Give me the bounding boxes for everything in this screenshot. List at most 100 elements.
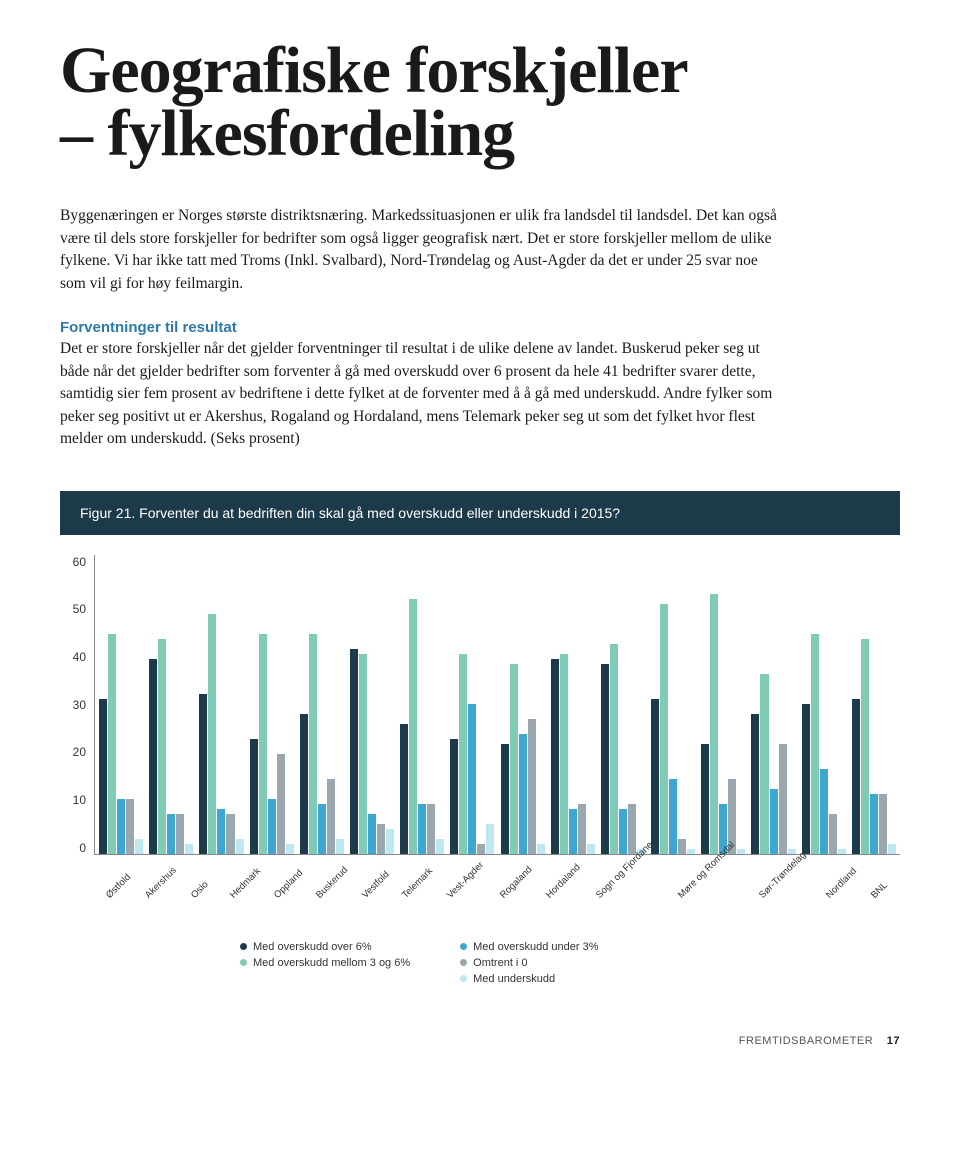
- plot-area: [94, 555, 900, 855]
- bar: [158, 639, 166, 853]
- bar: [528, 719, 536, 854]
- bar: [377, 824, 385, 854]
- legend-item: Med overskudd over 6%: [240, 941, 410, 953]
- page-title: Geografiske forskjeller – fylkesfordelin…: [60, 40, 900, 165]
- bar: [99, 699, 107, 853]
- bar: [199, 694, 207, 853]
- bar: [126, 799, 134, 854]
- bar: [236, 839, 244, 854]
- bar: [820, 769, 828, 854]
- legend-label: Med overskudd mellom 3 og 6%: [253, 957, 410, 969]
- bar: [286, 844, 294, 854]
- section-heading: Forventninger til resultat: [60, 319, 900, 336]
- bar: [135, 839, 143, 854]
- body-paragraph: Det er store forskjeller når det gjelder…: [60, 338, 780, 450]
- legend-label: Omtrent i 0: [473, 957, 527, 969]
- legend-swatch: [240, 959, 247, 966]
- bar: [450, 739, 458, 854]
- y-tick: 50: [73, 602, 86, 616]
- category-group: [300, 555, 344, 854]
- bar: [651, 699, 659, 853]
- category-group: [99, 555, 143, 854]
- bar: [701, 744, 709, 854]
- bar: [350, 649, 358, 853]
- bar: [167, 814, 175, 854]
- y-axis: 6050403020100: [60, 555, 94, 855]
- page-number: 17: [887, 1035, 900, 1047]
- bar: [861, 639, 869, 853]
- intro-paragraph: Byggenæringen er Norges største distrikt…: [60, 205, 780, 295]
- bar: [510, 664, 518, 853]
- bar: [185, 844, 193, 854]
- bar: [436, 839, 444, 854]
- y-tick: 40: [73, 650, 86, 664]
- bar: [660, 604, 668, 853]
- bar: [300, 714, 308, 854]
- bar: [852, 699, 860, 853]
- category-group: [651, 555, 695, 854]
- category-group: [802, 555, 846, 854]
- category-group: [400, 555, 444, 854]
- bar: [277, 754, 285, 854]
- bar: [427, 804, 435, 854]
- bar: [802, 704, 810, 854]
- category-group: [751, 555, 795, 854]
- bar: [268, 799, 276, 854]
- bar: [788, 849, 796, 854]
- page-footer: FREMTIDSBAROMETER 17: [60, 1035, 900, 1047]
- legend-item: Med overskudd mellom 3 og 6%: [240, 957, 410, 969]
- bar: [336, 839, 344, 854]
- bar: [870, 794, 878, 854]
- bar: [459, 654, 467, 853]
- bar: [318, 804, 326, 854]
- category-group: [551, 555, 595, 854]
- bar: [418, 804, 426, 854]
- legend-swatch: [240, 943, 247, 950]
- bar: [601, 664, 609, 853]
- bar: [770, 789, 778, 854]
- legend-item: Omtrent i 0: [460, 957, 598, 969]
- bar: [779, 744, 787, 854]
- category-group: [149, 555, 193, 854]
- category-group: [350, 555, 394, 854]
- bar: [811, 634, 819, 853]
- bar: [208, 614, 216, 853]
- bar: [628, 804, 636, 854]
- bar: [829, 814, 837, 854]
- figure-caption-bar: Figur 21. Forventer du at bedriften din …: [60, 491, 900, 535]
- bar: [386, 829, 394, 854]
- y-tick: 20: [73, 745, 86, 759]
- bar: [176, 814, 184, 854]
- category-group: [501, 555, 545, 854]
- x-label: BNL: [869, 869, 935, 935]
- y-tick: 0: [79, 841, 86, 855]
- bar: [149, 659, 157, 853]
- bar: [569, 809, 577, 854]
- bar: [477, 844, 485, 854]
- bar: [551, 659, 559, 853]
- legend-label: Med underskudd: [473, 973, 555, 985]
- legend-label: Med overskudd over 6%: [253, 941, 372, 953]
- legend-item: Med overskudd under 3%: [460, 941, 598, 953]
- category-group: [199, 555, 243, 854]
- bar: [687, 849, 695, 854]
- legend-item: Med underskudd: [460, 973, 598, 985]
- bar: [309, 634, 317, 853]
- bar: [560, 654, 568, 853]
- bar-chart: 6050403020100 ØstfoldAkershusOsloHedmark…: [60, 555, 900, 985]
- bar: [217, 809, 225, 854]
- bar: [259, 634, 267, 853]
- bar: [327, 779, 335, 854]
- bar: [578, 804, 586, 854]
- chart-legend: Med overskudd over 6% Med overskudd mello…: [240, 941, 900, 985]
- bar: [760, 674, 768, 853]
- footer-label: FREMTIDSBAROMETER: [739, 1035, 873, 1047]
- bar: [117, 799, 125, 854]
- category-group: [852, 555, 896, 854]
- bar: [678, 839, 686, 854]
- x-axis-labels: ØstfoldAkershusOsloHedmarkOpplandBuskeru…: [94, 861, 900, 921]
- legend-label: Med overskudd under 3%: [473, 941, 598, 953]
- bar: [359, 654, 367, 853]
- bar: [610, 644, 618, 853]
- category-group: [701, 555, 745, 854]
